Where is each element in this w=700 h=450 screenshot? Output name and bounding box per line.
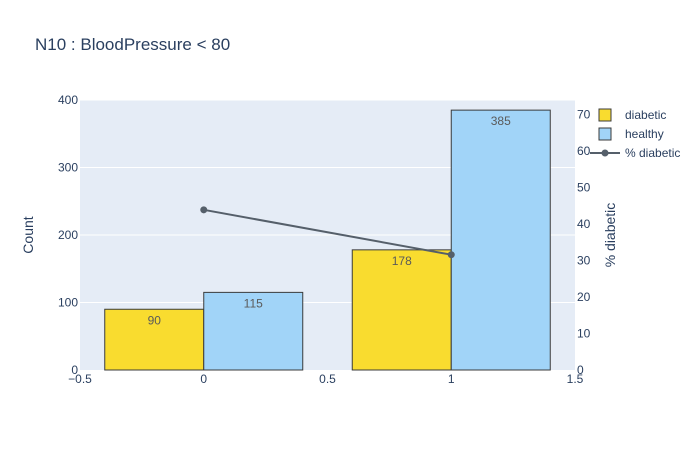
y-tick-label: 400 — [58, 93, 78, 107]
x-tick-label: −0.5 — [68, 372, 92, 386]
y2-axis-title: % diabetic — [602, 203, 618, 268]
bar-series-group — [104, 109, 551, 371]
y2-tick-label: 40 — [577, 217, 591, 231]
y-tick-label: 100 — [58, 296, 78, 310]
y-axis-ticks: 0 100 200 300 400 — [58, 93, 78, 377]
legend[interactable]: diabetic healthy % diabetic — [590, 108, 680, 160]
bar-data-label: 385 — [491, 114, 511, 128]
y2-tick-label: 20 — [577, 290, 591, 304]
legend-swatch — [598, 127, 612, 141]
y-tick-label: 0 — [71, 363, 78, 377]
bar-healthy[interactable] — [450, 109, 551, 371]
y-tick-label: 300 — [58, 161, 78, 175]
y2-axis-ticks: 0 10 20 30 40 50 60 70 — [577, 108, 591, 377]
y2-tick-label: 70 — [577, 108, 591, 122]
bar-healthy[interactable] — [203, 291, 304, 371]
line-series-group — [200, 206, 455, 259]
legend-swatch — [598, 108, 612, 122]
bar-diabetic[interactable] — [351, 249, 452, 371]
x-tick-label: 1 — [448, 372, 455, 386]
line-point[interactable] — [200, 206, 208, 214]
y-axis-title: Count — [20, 216, 36, 253]
legend-label: % diabetic — [625, 146, 680, 160]
y2-tick-label: 50 — [577, 181, 591, 195]
x-tick-label: 0.5 — [319, 372, 336, 386]
line-point[interactable] — [447, 251, 455, 259]
bar-data-label: 115 — [244, 296, 263, 310]
line-percent-diabetic[interactable] — [203, 208, 452, 256]
y2-tick-label: 30 — [577, 254, 591, 268]
y2-tick-label: 10 — [577, 327, 591, 341]
legend-label: diabetic — [625, 108, 666, 122]
legend-item--diabetic[interactable]: % diabetic — [590, 146, 680, 160]
bar-diabetic[interactable] — [104, 308, 205, 371]
bar-data-label: 178 — [392, 254, 412, 268]
legend-item-diabetic[interactable]: diabetic — [598, 108, 666, 122]
legend-item-healthy[interactable]: healthy — [598, 127, 664, 141]
x-tick-label: 1.5 — [567, 372, 584, 386]
bar-data-label: 90 — [148, 313, 162, 327]
legend-marker — [601, 149, 609, 157]
chart-title: N10 : BloodPressure < 80 — [35, 35, 230, 54]
y2-tick-label: 0 — [577, 363, 584, 377]
y2-tick-label: 60 — [577, 144, 591, 158]
x-tick-label: 0 — [200, 372, 207, 386]
y-tick-label: 200 — [58, 228, 78, 242]
legend-label: healthy — [625, 127, 664, 141]
x-axis-ticks: −0.5 0 0.5 1 1.5 — [68, 372, 584, 386]
bar-label-group: 90 178 115 385 — [148, 114, 512, 327]
